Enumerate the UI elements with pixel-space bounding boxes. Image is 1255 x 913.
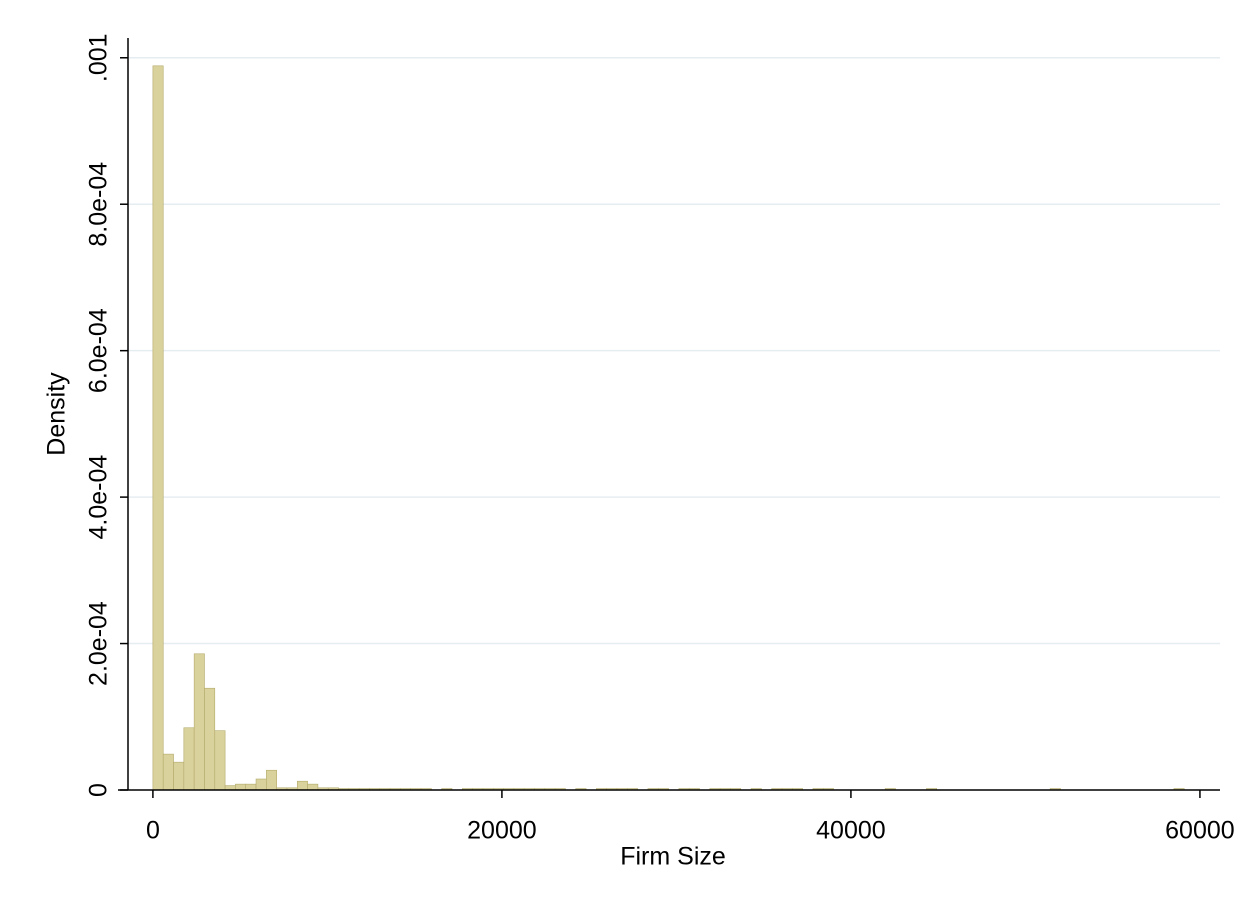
y-tick-label: 2.0e-04 [85, 601, 113, 686]
bar [235, 783, 247, 791]
x-tick-label: 60000 [1165, 817, 1235, 845]
bar [266, 769, 277, 791]
y-tick-label: 6.0e-04 [85, 308, 113, 393]
bar [245, 783, 257, 791]
bar [173, 761, 185, 791]
bar [193, 653, 205, 791]
y-tick-label: 0 [85, 783, 113, 797]
bar [152, 65, 164, 791]
x-tick-label: 20000 [467, 817, 537, 845]
bar [183, 727, 195, 791]
bar [214, 730, 226, 791]
bar [162, 753, 174, 791]
y-axis-title: Density [43, 372, 71, 456]
bar [296, 780, 308, 791]
bar [255, 778, 267, 791]
x-axis-title: Firm Size [620, 843, 726, 871]
y-tick-label: 8.0e-04 [85, 162, 113, 247]
y-tick-label: .001 [85, 33, 113, 82]
bar [307, 783, 319, 791]
x-tick-label: 40000 [816, 817, 886, 845]
bar [204, 687, 216, 791]
x-tick-label: 0 [146, 817, 160, 845]
y-tick-label: 4.0e-04 [85, 455, 113, 540]
